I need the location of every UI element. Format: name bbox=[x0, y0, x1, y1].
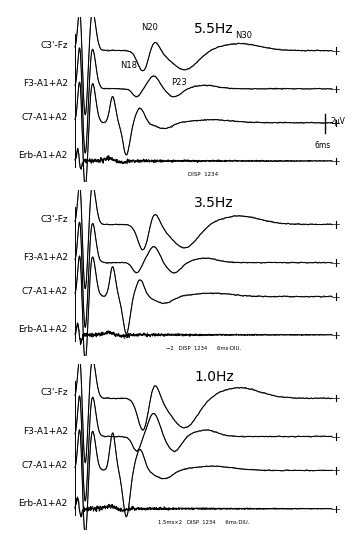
Text: Erb-A1+A2: Erb-A1+A2 bbox=[19, 325, 68, 334]
Text: C3'-Fz: C3'-Fz bbox=[40, 389, 68, 397]
Text: C7-A1+A2: C7-A1+A2 bbox=[22, 113, 68, 122]
Text: Erb-A1+A2: Erb-A1+A2 bbox=[19, 151, 68, 160]
Text: 2μV: 2μV bbox=[330, 117, 345, 126]
Text: C7-A1+A2: C7-A1+A2 bbox=[22, 287, 68, 296]
Text: N20: N20 bbox=[141, 24, 159, 33]
Text: DISP  1234: DISP 1234 bbox=[188, 172, 218, 177]
Text: 6ms: 6ms bbox=[315, 141, 331, 150]
Text: C3'-Fz: C3'-Fz bbox=[40, 215, 68, 224]
Text: F3-A1+A2: F3-A1+A2 bbox=[23, 427, 68, 436]
Text: −2   DISP  1234      6ms·DIU.: −2 DISP 1234 6ms·DIU. bbox=[166, 346, 241, 351]
Text: P23: P23 bbox=[171, 78, 186, 87]
Text: C7-A1+A2: C7-A1+A2 bbox=[22, 461, 68, 470]
Text: 5.5Hz: 5.5Hz bbox=[195, 22, 234, 36]
Text: Erb-A1+A2: Erb-A1+A2 bbox=[19, 499, 68, 508]
Text: C3'-Fz: C3'-Fz bbox=[40, 41, 68, 50]
Text: F3-A1+A2: F3-A1+A2 bbox=[23, 79, 68, 88]
Text: 1.5ms×2   DISP  1234      6ms·DIU.: 1.5ms×2 DISP 1234 6ms·DIU. bbox=[158, 520, 249, 525]
Text: N30: N30 bbox=[236, 31, 253, 40]
Text: 3.5Hz: 3.5Hz bbox=[195, 196, 234, 210]
Text: 1.0Hz: 1.0Hz bbox=[194, 370, 234, 384]
Text: N18: N18 bbox=[120, 61, 137, 70]
Text: F3-A1+A2: F3-A1+A2 bbox=[23, 253, 68, 262]
